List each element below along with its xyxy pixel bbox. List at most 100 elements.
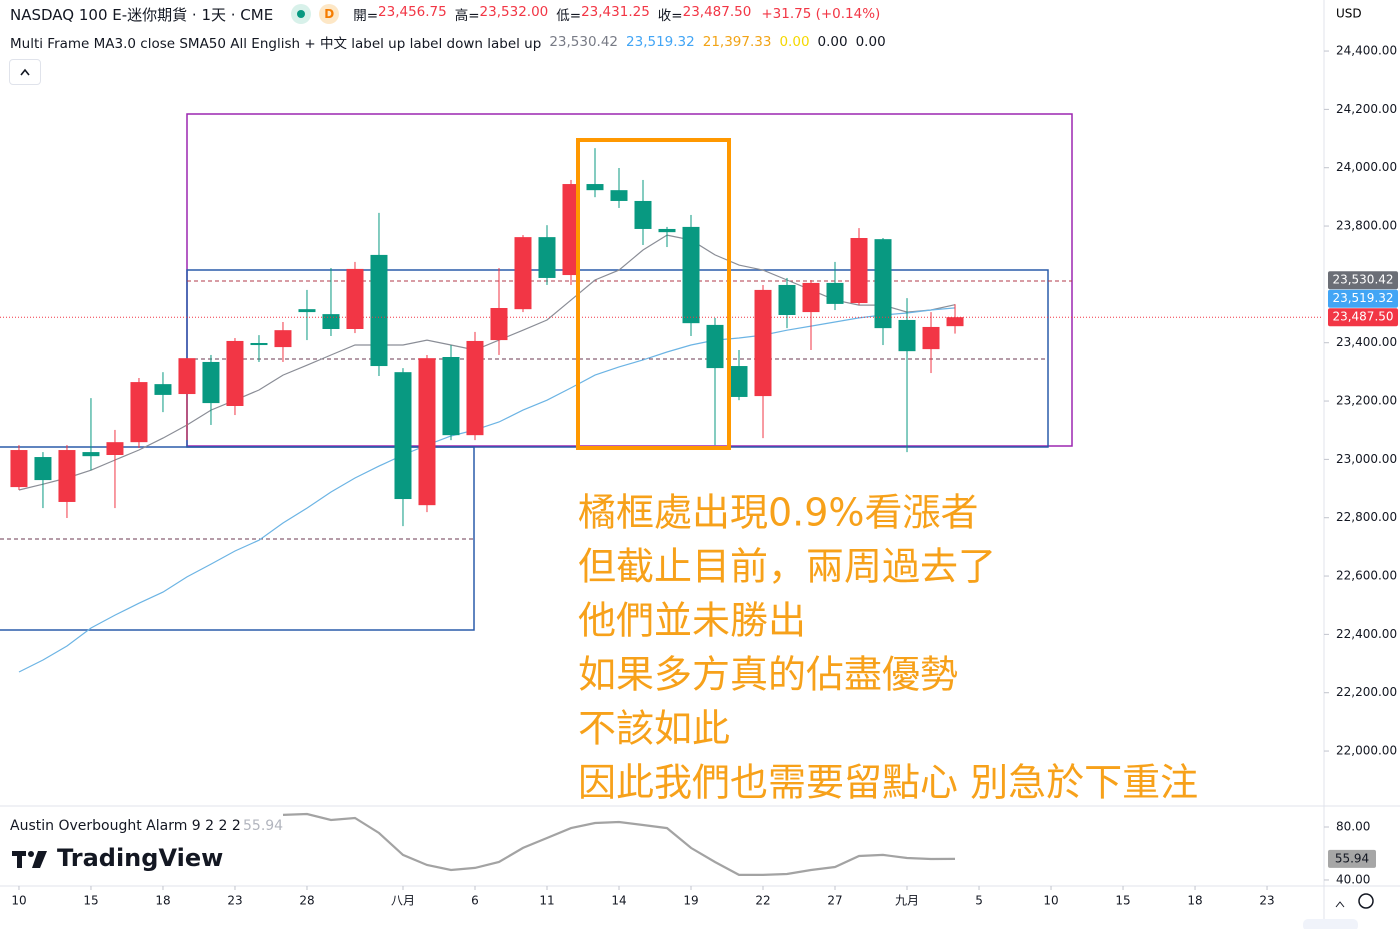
candle-body xyxy=(634,200,652,229)
candle-body xyxy=(442,357,460,436)
candle-body xyxy=(250,343,268,346)
candle-body xyxy=(562,184,580,276)
candle-body xyxy=(298,309,316,313)
indicator-value: 0.00 xyxy=(779,34,810,50)
y-tick-label: 24,400.00 xyxy=(1336,44,1397,58)
candle-body xyxy=(34,457,52,481)
indicator-name: Multi Frame MA3.0 close SMA50 All Englis… xyxy=(10,36,542,52)
annotation: 橘框處出現0.9%看漲者 xyxy=(578,491,979,535)
x-tick-label: 11 xyxy=(539,894,554,908)
badge: D xyxy=(319,4,340,24)
y-tick-label: 22,400.00 xyxy=(1336,627,1397,641)
x-tick-label: 10 xyxy=(11,894,26,908)
y-tick-label: 24,000.00 xyxy=(1336,160,1397,174)
ohlc-value: 23,532.00 xyxy=(479,4,549,20)
indicator-values: 23,530.42 23,519.32 21,397.33 0.00 0.00 0.00 xyxy=(541,34,885,50)
candle-body xyxy=(394,372,412,500)
x-tick-label: 5 xyxy=(975,894,983,908)
currency-label: USD xyxy=(1336,7,1362,21)
candle-body xyxy=(850,238,868,304)
candle-body xyxy=(898,319,916,352)
range-box xyxy=(0,446,475,631)
change: +31.75 (+0.14%) xyxy=(761,6,881,22)
y-tick-label: 24,200.00 xyxy=(1336,102,1397,116)
candle-body xyxy=(58,450,76,502)
ohlc-label: 開= xyxy=(353,8,379,24)
annotation: 因此我們也需要留點心 別急於下重注 xyxy=(578,761,1198,805)
x-tick-label: 八月 xyxy=(391,894,415,908)
price-label-box xyxy=(1328,308,1398,327)
oscillator-value: 55.94 xyxy=(243,818,283,834)
candle-body xyxy=(346,268,364,329)
ohlc-label: 高= xyxy=(454,8,480,24)
candle-body xyxy=(610,190,628,201)
candle-body xyxy=(778,284,796,315)
ohlc-label: 低= xyxy=(556,8,582,24)
price-label: 23,487.50 xyxy=(1332,310,1393,324)
y-tick-label: 80.00 xyxy=(1336,819,1370,833)
x-tick-label: 18 xyxy=(155,894,170,908)
annotation: 如果多方真的佔盡優勢 xyxy=(578,653,958,697)
y-tick-label: 22,200.00 xyxy=(1336,685,1397,699)
indicator-value: 0.00 xyxy=(855,34,886,50)
x-tick-label: 15 xyxy=(83,894,98,908)
candle-body xyxy=(586,184,604,191)
x-tick-label: 19 xyxy=(683,894,698,908)
x-tick-label: 28 xyxy=(299,894,314,908)
price-marks xyxy=(0,148,1322,673)
candle-body xyxy=(658,228,676,233)
candle-body xyxy=(322,314,340,329)
indicator-value: 0.00 xyxy=(817,34,848,50)
candle-body xyxy=(706,324,724,369)
x-tick-label: 22 xyxy=(755,894,770,908)
candle-body xyxy=(802,282,820,313)
collapse-button[interactable] xyxy=(9,59,41,85)
annotation: 不該如此 xyxy=(578,707,730,751)
candle-body xyxy=(106,442,124,455)
logo-icon xyxy=(12,851,47,868)
candle-body xyxy=(826,282,844,304)
candle-body xyxy=(154,384,172,395)
annotation: 但截止目前，兩周過去了 xyxy=(578,545,996,589)
candle-body xyxy=(946,317,964,327)
indicator-value: 23,519.32 xyxy=(626,34,695,50)
moving-average xyxy=(18,307,956,673)
candle-body xyxy=(418,358,436,506)
x-tick-label: 10 xyxy=(1043,894,1058,908)
candle-body xyxy=(874,239,892,329)
y-tick-label: 23,800.00 xyxy=(1336,219,1397,233)
candle-body xyxy=(226,340,244,406)
candle-body xyxy=(514,237,532,310)
candle-body xyxy=(754,289,772,397)
collapse-icon xyxy=(20,68,30,76)
x-tick-label: 15 xyxy=(1115,894,1130,908)
candle-body xyxy=(10,450,28,488)
price-label-box xyxy=(1328,271,1398,290)
symbol: NASDAQ 100 E-迷你期貨 · 1天 · CME xyxy=(10,5,274,24)
price-label: 23,519.32 xyxy=(1332,291,1393,305)
candle-body xyxy=(490,308,508,341)
y-tick-label: 23,000.00 xyxy=(1336,452,1397,466)
y-tick-label: 22,600.00 xyxy=(1336,569,1397,583)
oscillator-label: 55.94 xyxy=(1335,851,1369,865)
candle-body xyxy=(466,340,484,436)
candle-body xyxy=(730,366,748,397)
candle-body xyxy=(538,237,556,278)
ohlc: 開= 23,456.75 高= 23,532.00 低= 23,431.25 收= 23,48… xyxy=(353,4,751,24)
oscillator-title: Austin Overbought Alarm 9 2 2 2 xyxy=(10,818,241,834)
candle-body xyxy=(130,382,148,443)
y-tick-label: 22,000.00 xyxy=(1336,744,1397,758)
candle-body xyxy=(82,452,100,457)
x-tick-label: 14 xyxy=(611,894,626,908)
x-tick-label: 6 xyxy=(471,894,479,908)
candle-body xyxy=(178,358,196,395)
price-label-box xyxy=(1328,289,1398,308)
indicator-value: 21,397.33 xyxy=(702,34,772,50)
candle-body xyxy=(922,326,940,350)
candle-body xyxy=(274,330,292,348)
indicator-value: 23,530.42 xyxy=(549,34,619,50)
settings-icon[interactable] xyxy=(1358,893,1374,909)
range-box xyxy=(186,113,1073,447)
